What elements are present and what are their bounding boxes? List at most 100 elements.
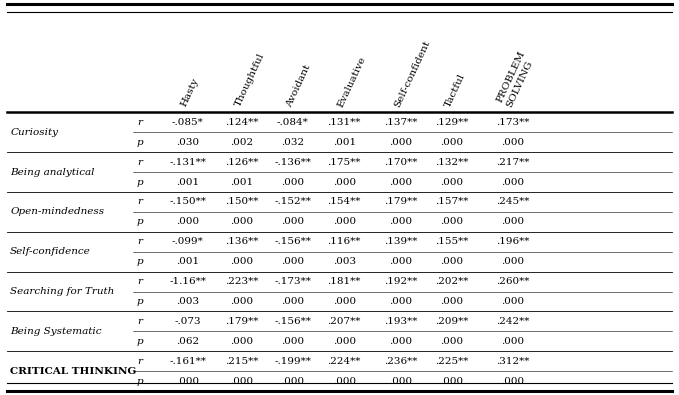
Text: .000: .000	[389, 138, 412, 147]
Text: r: r	[137, 158, 143, 167]
Text: .000: .000	[440, 177, 463, 186]
Text: r: r	[137, 198, 143, 207]
Text: r: r	[137, 118, 143, 127]
Text: .179**: .179**	[225, 317, 259, 326]
Text: Evaluative: Evaluative	[336, 55, 367, 109]
Text: .000: .000	[389, 297, 412, 306]
Text: .196**: .196**	[496, 237, 529, 246]
Text: .193**: .193**	[384, 317, 418, 326]
Text: .139**: .139**	[384, 237, 418, 246]
Text: p: p	[136, 297, 143, 306]
Text: Open-mindedness: Open-mindedness	[10, 207, 105, 216]
Text: p: p	[136, 177, 143, 186]
Text: Self-confidence: Self-confidence	[10, 247, 91, 256]
Text: .242**: .242**	[496, 317, 529, 326]
Text: .000: .000	[333, 376, 356, 386]
Text: .000: .000	[281, 177, 304, 186]
Text: Being Systematic: Being Systematic	[10, 327, 102, 336]
Text: p: p	[136, 217, 143, 226]
Text: r: r	[137, 357, 143, 366]
Text: .217**: .217**	[496, 158, 529, 167]
Text: .000: .000	[501, 257, 524, 266]
Text: .000: .000	[333, 217, 356, 226]
Text: -.136**: -.136**	[274, 158, 312, 167]
Text: -.156**: -.156**	[274, 317, 312, 326]
Text: Thoughtful: Thoughtful	[234, 52, 266, 109]
Text: PROBLEM
SOLVING: PROBLEM SOLVING	[495, 50, 536, 109]
Text: .000: .000	[230, 297, 253, 306]
Text: .000: .000	[333, 177, 356, 186]
Text: .000: .000	[389, 177, 412, 186]
Text: .000: .000	[281, 257, 304, 266]
Text: .136**: .136**	[225, 237, 259, 246]
Text: .003: .003	[333, 257, 356, 266]
Text: -.152**: -.152**	[274, 198, 312, 207]
Text: .000: .000	[333, 297, 356, 306]
Text: .236**: .236**	[384, 357, 418, 366]
Text: .000: .000	[230, 376, 253, 386]
Text: Avoidant: Avoidant	[285, 63, 312, 109]
Text: -.150**: -.150**	[169, 198, 206, 207]
Text: -.199**: -.199**	[274, 357, 312, 366]
Text: -1.16**: -1.16**	[169, 277, 206, 286]
Text: p: p	[136, 376, 143, 386]
Text: .000: .000	[177, 217, 200, 226]
Text: -.073: -.073	[175, 317, 201, 326]
Text: .260**: .260**	[496, 277, 529, 286]
Text: CRITICAL THINKING: CRITICAL THINKING	[10, 367, 136, 376]
Text: Curiosity: Curiosity	[10, 128, 58, 137]
Text: .000: .000	[440, 257, 463, 266]
Text: p: p	[136, 257, 143, 266]
Text: p: p	[136, 337, 143, 346]
Text: .000: .000	[501, 177, 524, 186]
Text: .132**: .132**	[435, 158, 468, 167]
Text: .000: .000	[440, 297, 463, 306]
Text: .116**: .116**	[327, 237, 361, 246]
Text: .000: .000	[230, 257, 253, 266]
Text: .000: .000	[177, 376, 200, 386]
Text: .124**: .124**	[225, 118, 259, 127]
Text: .175**: .175**	[327, 158, 361, 167]
Text: .000: .000	[230, 217, 253, 226]
Text: .003: .003	[177, 297, 200, 306]
Text: Hasty: Hasty	[180, 77, 201, 109]
Text: .224**: .224**	[327, 357, 361, 366]
Text: .131**: .131**	[327, 118, 361, 127]
Text: -.131**: -.131**	[169, 158, 206, 167]
Text: .129**: .129**	[435, 118, 468, 127]
Text: .202**: .202**	[435, 277, 468, 286]
Text: -.099*: -.099*	[172, 237, 204, 246]
Text: .000: .000	[389, 337, 412, 346]
Text: Tactful: Tactful	[443, 72, 466, 109]
Text: .157**: .157**	[435, 198, 468, 207]
Text: .209**: .209**	[435, 317, 468, 326]
Text: Being analytical: Being analytical	[10, 167, 94, 177]
Text: .000: .000	[333, 337, 356, 346]
Text: .000: .000	[501, 376, 524, 386]
Text: r: r	[137, 237, 143, 246]
Text: .173**: .173**	[496, 118, 529, 127]
Text: -.161**: -.161**	[169, 357, 206, 366]
Text: .181**: .181**	[327, 277, 361, 286]
Text: .000: .000	[501, 217, 524, 226]
Text: -.084*: -.084*	[277, 118, 309, 127]
Text: .001: .001	[333, 138, 356, 147]
Text: .032: .032	[281, 138, 304, 147]
Text: .001: .001	[230, 177, 253, 186]
Text: .192**: .192**	[384, 277, 418, 286]
Text: r: r	[137, 317, 143, 326]
Text: -.085*: -.085*	[172, 118, 204, 127]
Text: .223**: .223**	[225, 277, 259, 286]
Text: .170**: .170**	[384, 158, 418, 167]
Text: r: r	[137, 277, 143, 286]
Text: .062: .062	[177, 337, 200, 346]
Text: .215**: .215**	[225, 357, 259, 366]
Text: .000: .000	[281, 217, 304, 226]
Text: .000: .000	[281, 337, 304, 346]
Text: .000: .000	[389, 257, 412, 266]
Text: .150**: .150**	[225, 198, 259, 207]
Text: Self-confident: Self-confident	[392, 38, 432, 109]
Text: .126**: .126**	[225, 158, 259, 167]
Text: .207**: .207**	[327, 317, 361, 326]
Text: .000: .000	[440, 337, 463, 346]
